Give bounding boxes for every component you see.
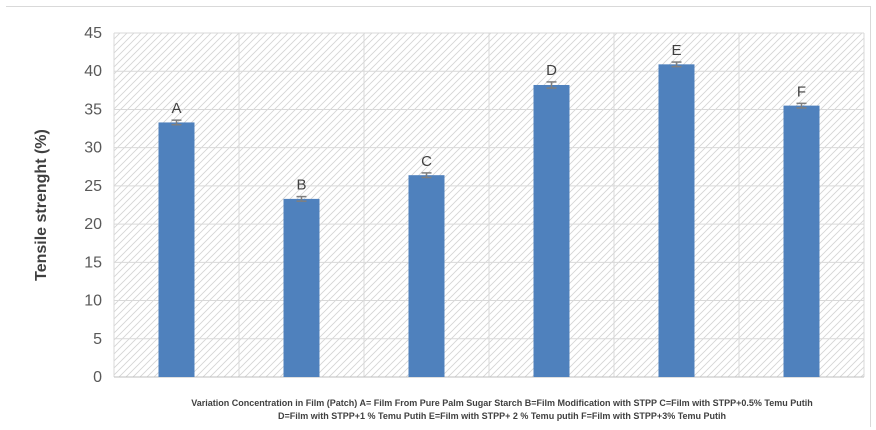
bar-label-B: B	[296, 177, 306, 194]
x-axis-title-line-1: Variation Concentration in Film (Patch) …	[191, 398, 812, 408]
y-tick-label: 5	[93, 331, 102, 348]
bar-label-F: F	[797, 83, 806, 100]
bar-label-C: C	[421, 153, 432, 170]
y-axis-ticks: 0 5 10 15 20 25 30 35 40 45	[84, 25, 102, 386]
gridlines	[113, 32, 865, 378]
y-tick-label: 10	[84, 293, 102, 310]
bar-E	[658, 64, 695, 377]
y-axis-title: Tensile strenght (%)	[33, 129, 50, 281]
bar-B	[283, 198, 320, 377]
y-tick-label: 45	[84, 25, 102, 42]
bar-label-E: E	[671, 42, 681, 59]
bar-chart: 0 5 10 15 20 25 30 35 40 45 A B C D E F Tensile streng…	[33, 25, 865, 421]
y-tick-label: 35	[84, 101, 102, 118]
bar-D	[533, 84, 570, 377]
bar-label-A: A	[171, 100, 181, 117]
y-tick-label: 25	[84, 178, 102, 195]
y-tick-label: 40	[84, 63, 102, 80]
y-tick-label: 0	[93, 369, 102, 386]
bars: A B C D E F	[158, 42, 820, 377]
chart-frame: 0 5 10 15 20 25 30 35 40 45 A B C D E F Tensile streng…	[6, 6, 871, 427]
y-tick-label: 30	[84, 140, 102, 157]
y-tick-label: 15	[84, 254, 102, 271]
bar-F	[783, 105, 820, 377]
bar-label-D: D	[546, 62, 557, 79]
bar-C	[408, 175, 445, 377]
bar-A	[158, 122, 195, 377]
x-axis-title-line-2: D=Film with STPP+1 % Temu Putih E=Film w…	[278, 411, 726, 421]
y-tick-label: 20	[84, 216, 102, 233]
